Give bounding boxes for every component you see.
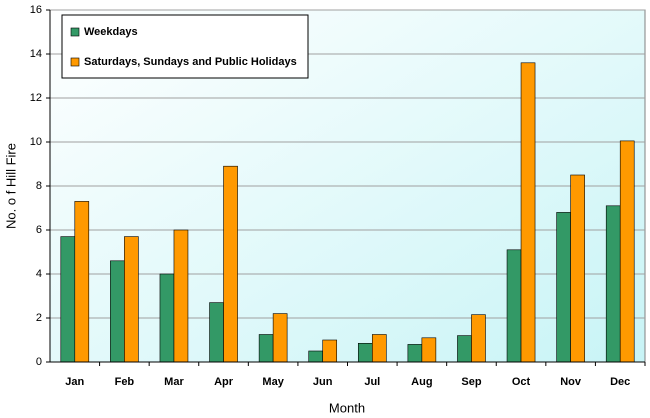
x-tick-label: Aug [411,376,432,388]
y-axis-title: No. o f Hill Fire [3,143,18,229]
y-tick-label: 4 [36,268,42,280]
y-tick-label: 6 [36,224,42,236]
y-tick-label: 2 [36,312,42,324]
y-tick-label: 12 [30,92,42,104]
legend-label: Saturdays, Sundays and Public Holidays [84,56,297,68]
x-tick-label: Jul [364,376,380,388]
bar [223,165,238,363]
bar [421,337,437,363]
x-tick-label: Oct [512,376,531,388]
y-tick-label: 10 [30,136,42,148]
legend-swatch [70,57,80,67]
y-tick-label: 8 [36,180,42,192]
bar [357,342,373,363]
x-tick-label: Jun [313,376,333,388]
x-tick-label: Sep [461,376,481,388]
x-tick-label: Dec [610,376,630,388]
bar [60,236,76,363]
x-tick-label: Nov [560,376,582,388]
bar [471,314,486,363]
bar [209,302,224,363]
x-tick-label: Feb [115,376,135,388]
bar [520,62,536,363]
bar [371,334,387,363]
bar [173,229,189,363]
bar [308,350,324,363]
bar [110,260,125,363]
bar [272,313,288,363]
x-tick-label: May [262,376,284,388]
bar [570,174,585,363]
legend-swatch [70,27,80,37]
y-tick-label: 0 [36,356,42,368]
bar [457,335,472,363]
x-tick-label: Mar [164,376,184,388]
legend-box [61,14,309,79]
bar [124,236,139,363]
x-tick-label: Apr [214,376,234,388]
bar [605,205,621,363]
bar [159,273,175,363]
bar [258,334,274,363]
y-tick-label: 16 [30,4,42,16]
bar [322,339,338,363]
x-axis-title: Month [329,400,365,415]
bar [619,140,635,363]
x-tick-label: Jan [65,376,84,388]
y-tick-label: 14 [30,48,42,60]
legend-label: Weekdays [84,26,138,38]
bar [74,201,90,363]
bar [506,249,522,363]
bar [556,212,571,363]
bar [407,344,423,363]
